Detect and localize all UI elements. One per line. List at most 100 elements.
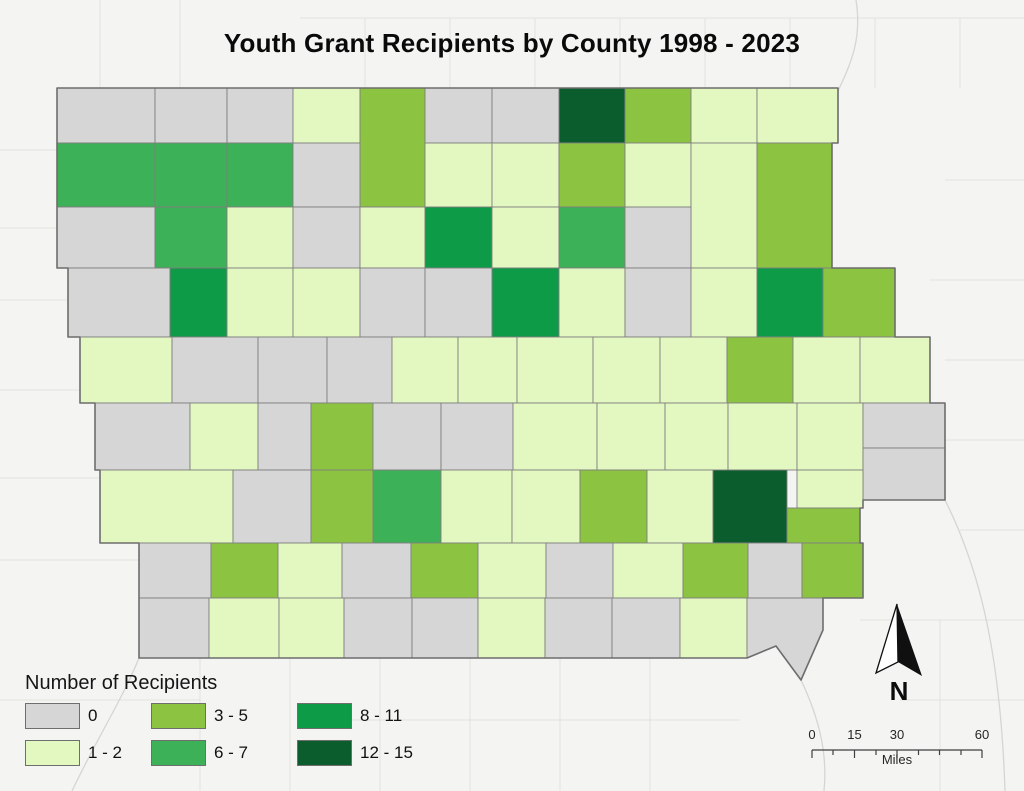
county-fremont: [138, 597, 210, 659]
county-clinton: [862, 402, 946, 449]
county-adair: [310, 469, 374, 544]
county-hancock: [424, 142, 493, 208]
county-appanoose: [544, 597, 613, 659]
county-monona: [79, 336, 173, 404]
county-shelby: [189, 402, 259, 471]
county-tama: [592, 336, 661, 404]
county-plymouth: [56, 206, 156, 269]
county-layer: [56, 87, 946, 681]
county-adams: [277, 542, 343, 599]
county-palo-alto: [292, 142, 361, 208]
county-clay: [226, 142, 294, 208]
county-marshall: [516, 336, 594, 404]
county-mitchell: [558, 87, 626, 144]
county-emmet: [292, 87, 361, 144]
county-crawford: [171, 336, 259, 404]
county-fayette: [690, 142, 758, 269]
county-cass: [232, 469, 312, 544]
county-butler: [558, 206, 626, 269]
county-kossuth: [359, 87, 426, 208]
county-warren: [440, 469, 513, 544]
county-page: [208, 597, 280, 659]
scale-tick-label-15: 15: [847, 727, 862, 742]
county-buena-vista: [226, 206, 294, 269]
county-greene: [326, 336, 393, 404]
county-iowa: [664, 402, 729, 471]
north-arrow-icon: [874, 603, 922, 676]
county-poweshiek: [596, 402, 666, 471]
county-webster: [359, 267, 426, 338]
county-muscatine: [796, 469, 864, 509]
page-title: Youth Grant Recipients by County 1998 - …: [223, 28, 801, 58]
county-woodbury: [67, 267, 171, 338]
county-winnebago: [424, 87, 493, 144]
county-wright: [424, 206, 493, 269]
county-benton: [659, 336, 728, 404]
county-washington: [712, 469, 788, 544]
county-jones: [792, 336, 861, 404]
county-mahaska: [579, 469, 648, 544]
county-jasper: [512, 402, 598, 471]
county-van-buren: [679, 597, 748, 659]
county-buchanan: [690, 267, 758, 338]
county-ida: [169, 267, 228, 338]
county-dickinson: [226, 87, 294, 144]
county-floyd: [558, 142, 626, 208]
county-howard: [624, 87, 692, 144]
county-cedar: [796, 402, 864, 471]
county-johnson: [727, 402, 798, 471]
county-clayton: [756, 142, 833, 269]
north-arrow-label: N: [889, 676, 909, 706]
scale-tick-label-60: 60: [974, 727, 990, 742]
county-grundy: [558, 267, 626, 338]
scale-tick-label-30: 30: [889, 727, 905, 742]
county-winneshiek: [690, 87, 758, 144]
county-story: [457, 336, 518, 404]
county-obrien: [154, 142, 228, 208]
county-carroll: [257, 336, 328, 404]
county-calhoun: [292, 267, 361, 338]
county-boone: [391, 336, 459, 404]
county-ringgold: [343, 597, 413, 659]
county-montgomery: [210, 542, 279, 599]
county-allamakee: [756, 87, 839, 144]
scale-units-label: Miles: [881, 752, 913, 767]
county-linn: [726, 336, 794, 404]
county-union: [341, 542, 412, 599]
county-worth: [491, 87, 560, 144]
county-wapello: [612, 542, 684, 599]
county-des-moines: [801, 542, 864, 599]
county-jackson: [859, 336, 931, 404]
county-scott: [862, 447, 946, 501]
county-mills: [138, 542, 212, 599]
county-sioux: [56, 142, 156, 208]
county-henry: [747, 542, 803, 599]
county-madison: [372, 469, 442, 544]
county-cerro-gordo: [491, 142, 560, 208]
county-black-hawk: [624, 267, 692, 338]
county-wayne: [477, 597, 546, 659]
county-chickasaw: [624, 142, 692, 208]
county-marion: [511, 469, 581, 544]
county-monroe: [545, 542, 614, 599]
county-lee: [746, 597, 824, 681]
county-dubuque: [822, 267, 896, 338]
county-harrison: [94, 402, 191, 471]
county-davis: [611, 597, 681, 659]
county-taylor: [278, 597, 345, 659]
county-osceola: [154, 87, 228, 144]
county-hamilton: [424, 267, 493, 338]
county-lucas: [477, 542, 547, 599]
county-humboldt: [359, 206, 426, 269]
county-keokuk: [646, 469, 714, 544]
county-hardin: [491, 267, 560, 338]
county-guthrie: [310, 402, 374, 471]
county-franklin: [491, 206, 560, 269]
county-clarke: [410, 542, 479, 599]
county-audubon: [257, 402, 312, 471]
county-jefferson: [682, 542, 749, 599]
county-pocahontas: [292, 206, 361, 269]
scale-bar: [811, 749, 983, 758]
